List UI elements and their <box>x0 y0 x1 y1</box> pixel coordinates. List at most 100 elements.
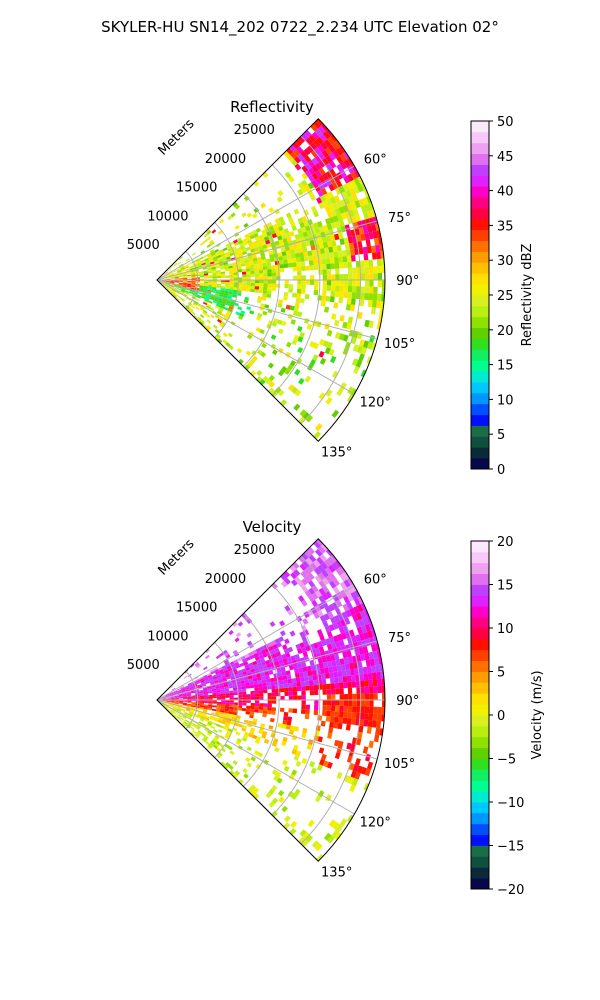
colorbar-segment <box>471 197 489 209</box>
colorbar-segment <box>471 131 489 144</box>
colorbar-segment <box>471 660 489 672</box>
colorbar-tick-label: 5 <box>497 428 505 443</box>
angular-gridline <box>156 279 355 395</box>
colorbar-tick-label: 20 <box>497 324 514 339</box>
colorbar-segment <box>471 153 489 165</box>
radial-tick-label: 10000 <box>147 209 188 224</box>
radial-axis-label: Meters <box>156 536 198 578</box>
velocity-colorbar: −20 −15 −10 −5 0 5 10 15 20 <box>470 535 524 898</box>
colorbar-segment <box>471 382 489 394</box>
colorbar-tick-label: 40 <box>497 185 514 200</box>
colorbar-segment <box>471 638 489 651</box>
colorbar-segment <box>471 541 489 553</box>
radial-tick-label: 25000 <box>234 123 275 138</box>
colorbar-segment <box>471 458 489 470</box>
angular-tick-label: 135° <box>321 866 352 881</box>
angular-tick-label: 105° <box>384 757 415 772</box>
colorbar-segment <box>471 305 489 318</box>
colorbar-segment <box>471 812 489 825</box>
angular-tick-label: 105° <box>384 337 415 352</box>
angular-tick-label: 120° <box>360 395 391 410</box>
angular-tick-label: 90° <box>396 694 419 709</box>
colorbar-segment <box>471 595 489 607</box>
angular-gridline <box>156 699 355 815</box>
colorbar-segment <box>471 338 489 350</box>
angular-gridline <box>156 165 355 281</box>
colorbar-segment <box>471 704 489 716</box>
colorbar-segment <box>471 186 489 198</box>
colorbar-segment <box>471 856 489 868</box>
colorbar-segment <box>471 584 489 596</box>
colorbar-segment <box>471 164 489 176</box>
colorbar-segment <box>471 175 489 187</box>
velocity-panel: Velocity 5000 10000 15000 20000 25000 Meters 6… <box>127 518 545 898</box>
velocity-title: Velocity <box>243 518 302 536</box>
colorbar-tick-label: 0 <box>497 463 505 478</box>
reflectivity-sector-plot: 5000 10000 15000 20000 25000 Meters 60° 75° 90° 1… <box>127 116 420 460</box>
colorbar-tick-label: 10 <box>497 393 514 408</box>
colorbar-segment <box>471 392 489 405</box>
colorbar-segment <box>471 403 489 416</box>
colorbar-segment <box>471 229 489 242</box>
colorbar-segment <box>471 617 489 629</box>
colorbar-tick-label: 30 <box>497 254 514 269</box>
colorbar-segment <box>471 715 489 727</box>
colorbar-segment <box>471 780 489 792</box>
figure-suptitle: SKYLER-HU SN14_202 0722_2.234 UTC Elevat… <box>101 18 499 37</box>
colorbar-segment <box>471 360 489 372</box>
reflectivity-panel: Reflectivity 5000 10000 15000 20000 25000 Met… <box>127 98 535 478</box>
colorbar-segment <box>471 349 489 361</box>
angular-gridline <box>156 699 378 760</box>
colorbar-segment <box>471 425 489 437</box>
colorbar-segment <box>471 878 489 890</box>
colorbar-segment <box>471 208 489 220</box>
reflectivity-colorbar: 0 5 10 15 20 25 30 35 40 45 50 <box>470 115 514 478</box>
colorbar-segment <box>471 121 489 133</box>
colorbar-segment <box>471 240 489 252</box>
colorbar-segment <box>471 447 489 459</box>
radial-tick-label: 25000 <box>234 543 275 558</box>
colorbar-segment <box>471 414 489 426</box>
colorbar-segment <box>471 649 489 662</box>
colorbar-segment <box>471 273 489 285</box>
colorbar-tick-label: 50 <box>497 115 514 130</box>
radial-tick-label: 15000 <box>176 181 217 196</box>
colorbar-segment <box>471 284 489 296</box>
velocity-colorbar-label: Velocity (m/s) <box>530 670 545 759</box>
colorbar-segment <box>471 262 489 274</box>
colorbar-tick-label: 0 <box>497 709 505 724</box>
colorbar-segment <box>471 671 489 683</box>
colorbar-tick-label: −10 <box>497 796 524 811</box>
colorbar-segment <box>471 436 489 448</box>
colorbar-tick-label: 20 <box>497 535 514 550</box>
radial-tick-label: 5000 <box>127 238 160 253</box>
radial-tick-label: 15000 <box>176 601 217 616</box>
colorbar-segment <box>471 327 489 339</box>
colorbar-tick-label: 10 <box>497 622 514 637</box>
angular-gridline <box>156 585 355 701</box>
radial-tick-label: 10000 <box>147 629 188 644</box>
angular-tick-label: 75° <box>388 631 411 646</box>
colorbar-segment <box>471 736 489 749</box>
angular-gridline <box>156 279 378 340</box>
angular-tick-label: 75° <box>388 211 411 226</box>
colorbar-tick-label: 15 <box>497 579 514 594</box>
colorbar-segment <box>471 834 489 846</box>
colorbar-segment <box>471 791 489 803</box>
colorbar-segment <box>471 725 489 738</box>
colorbar-segment <box>471 142 489 155</box>
colorbar-tick-label: 25 <box>497 289 514 304</box>
radial-tick-label: 20000 <box>205 572 246 587</box>
angular-tick-label: 90° <box>396 274 419 289</box>
colorbar-tick-label: 5 <box>497 666 505 681</box>
sector-frame <box>156 538 386 862</box>
colorbar-segment <box>471 823 489 836</box>
colorbar-tick-label: 35 <box>497 219 514 234</box>
colorbar-tick-label: 15 <box>497 359 514 374</box>
colorbar-segment <box>471 682 489 694</box>
colorbar-segment <box>471 628 489 640</box>
sector-frame <box>156 118 386 442</box>
velocity-sector-plot: 5000 10000 15000 20000 25000 Meters 60° 75° 90° 1… <box>127 536 420 880</box>
angular-tick-label: 135° <box>321 446 352 461</box>
